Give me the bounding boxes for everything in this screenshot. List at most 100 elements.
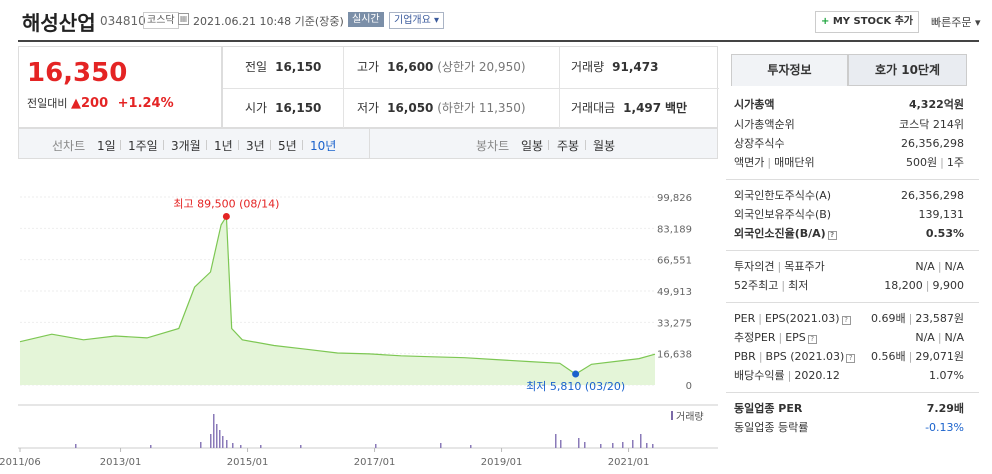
volume-bar xyxy=(440,443,442,448)
sector-per[interactable]: 동일업종 PER 7.29배 xyxy=(734,402,964,415)
pbr-bps: PBR | BPS (2021.03)? 0.56배 | 29,071원 xyxy=(734,350,964,363)
high-price: 고가 16,600 (상한가 20,950) xyxy=(357,60,526,74)
volume-bar xyxy=(150,445,152,448)
period-10y[interactable]: 10년 xyxy=(310,139,337,153)
volume-legend-icon xyxy=(671,411,673,420)
y-tick-label: 66,551 xyxy=(657,256,692,267)
help-icon[interactable]: ? xyxy=(827,231,837,240)
realtime-badge[interactable]: 실시간 xyxy=(348,12,384,27)
x-tick-label: 2021/01 xyxy=(608,457,650,468)
candle-monthly[interactable]: 월봉 xyxy=(593,139,616,153)
volume-bar xyxy=(555,434,557,448)
volume-bar xyxy=(300,445,302,448)
period-1d[interactable]: 1일 xyxy=(97,139,116,153)
face-value-lot: 액면가 | 매매단위 500원 | 1주 xyxy=(734,156,964,169)
candle-chart-label: 봉차트 xyxy=(476,139,510,153)
quote-datetime: 2021.06.21 10:48 기준(장중) xyxy=(193,15,344,28)
mystock-add-label: MY STOCK 추가 xyxy=(832,16,914,27)
volume-bar xyxy=(226,440,228,448)
volume-bar xyxy=(210,434,212,448)
market-cap-rank[interactable]: 시가총액순위 코스닥 214위 xyxy=(734,118,964,131)
volume-bar xyxy=(646,443,648,448)
period-3y[interactable]: 3년 xyxy=(246,139,265,153)
volume-bar xyxy=(375,444,377,448)
high-marker xyxy=(222,212,230,220)
current-price: 16,350 xyxy=(27,58,128,88)
volume-bar xyxy=(578,438,580,448)
est-per-eps: 추정PER | EPS? N/A | N/A xyxy=(734,331,964,344)
help-icon[interactable]: ? xyxy=(846,354,856,363)
foreign-limit: 외국인한도주식수(A) 26,356,298 xyxy=(734,189,964,202)
dividend-yield: 배당수익률 | 2020.12 1.07% xyxy=(734,369,964,382)
volume-bar xyxy=(632,440,634,448)
candle-daily[interactable]: 일봉 xyxy=(521,139,544,153)
week52-range: 52주최고 | 최저 18,200 | 9,900 xyxy=(734,279,964,292)
quick-order-button[interactable]: 빠른주문 ▾ xyxy=(931,16,981,29)
volume-bar xyxy=(240,445,242,448)
market-cap: 시가총액 4,322억원 xyxy=(734,98,964,111)
volume-legend: 거래량 xyxy=(676,411,704,423)
per-eps: PER | EPS(2021.03)? 0.69배 | 23,587원 xyxy=(734,312,964,325)
y-tick-label: 33,275 xyxy=(657,318,692,329)
x-tick-label: 2019/01 xyxy=(481,457,523,468)
volume-bar xyxy=(213,414,215,448)
x-tick-label: 2015/01 xyxy=(227,457,269,468)
high-label: 최고 89,500 (08/14) xyxy=(173,197,279,210)
x-tick-label: 2011/06 xyxy=(0,457,41,468)
volume-bar xyxy=(622,442,624,448)
volume-bar xyxy=(75,444,77,448)
volume-bar xyxy=(584,442,586,448)
side-panel: 투자정보 호가 10단계 시가총액 4,322억원 시가총액순위 코스닥 214위 … xyxy=(726,46,979,474)
y-tick-label: 16,638 xyxy=(657,350,692,361)
period-3m[interactable]: 3개월 xyxy=(171,139,201,153)
help-icon[interactable]: ? xyxy=(807,335,817,344)
change-percent: +1.24% xyxy=(117,96,174,111)
tab-invest-info[interactable]: 투자정보 xyxy=(731,54,848,86)
price-info-grid: 전일 16,150 고가 16,600 (상한가 20,950) 거래량 91,473… xyxy=(222,46,719,129)
candle-weekly[interactable]: 주봉 xyxy=(557,139,580,153)
volume-bar xyxy=(216,424,218,448)
x-tick-label: 2017/01 xyxy=(354,457,396,468)
low-label: 최저 5,810 (03/20) xyxy=(526,380,625,393)
y-tick-label: 99,826 xyxy=(657,193,692,204)
x-tick-label: 2013/01 xyxy=(100,457,142,468)
sector-rate[interactable]: 동일업종 등락률 -0.13% xyxy=(734,421,964,434)
header-divider xyxy=(18,40,979,42)
foreign-ratio: 외국인소진율(B/A)? 0.53% xyxy=(734,227,964,240)
volume-bar xyxy=(640,434,642,448)
stock-name: 해성산업 xyxy=(22,11,96,35)
price-line xyxy=(19,214,656,375)
mystock-add-button[interactable]: + MY STOCK 추가 xyxy=(815,11,919,33)
up-arrow-icon: ▲ xyxy=(70,96,81,111)
volume-bar xyxy=(612,443,614,448)
opinion-target: 투자의견 | 목표주가 N/A | N/A xyxy=(734,260,964,273)
trade-amount: 거래대금 1,497 백만 xyxy=(571,101,688,115)
volume-bar xyxy=(560,440,562,448)
company-overview-button[interactable]: 기업개요 ▾ xyxy=(389,12,444,29)
change-label: 전일대비 xyxy=(27,97,68,110)
price-chart[interactable]: 99,826 83,189 66,551 49,913 33,275 16,638 0 20… xyxy=(0,160,718,474)
line-chart-label: 선차트 xyxy=(52,139,86,153)
page-header: 해성산업 034810 코스닥 ▦ 2021.06.21 10:48 기준(장중… xyxy=(0,0,992,42)
y-tick-label: 0 xyxy=(686,381,692,392)
period-1w[interactable]: 1주일 xyxy=(128,139,158,153)
calendar-icon: ▦ xyxy=(178,13,189,25)
tab-quote-10[interactable]: 호가 10단계 xyxy=(848,54,967,86)
foreign-hold: 외국인보유주식수(B) 139,131 xyxy=(734,208,964,221)
price-change: 전일대비 ▲200 +1.24% xyxy=(27,95,174,111)
y-tick-label: 49,913 xyxy=(657,287,692,298)
period-1y[interactable]: 1년 xyxy=(214,139,233,153)
y-tick-label: 83,189 xyxy=(657,224,692,235)
volume-bar xyxy=(219,430,221,448)
volume-bar xyxy=(260,445,262,448)
period-5y[interactable]: 5년 xyxy=(278,139,297,153)
volume-bar xyxy=(600,444,602,448)
volume-bar xyxy=(222,436,224,448)
price-area xyxy=(20,216,655,385)
volume-bar xyxy=(200,442,202,448)
listed-shares: 상장주식수 26,356,298 xyxy=(734,137,964,150)
help-icon[interactable]: ? xyxy=(841,316,851,325)
plus-icon: + xyxy=(820,16,830,27)
volume-bar xyxy=(652,444,654,448)
low-price: 저가 16,050 (하한가 11,350) xyxy=(357,101,526,115)
